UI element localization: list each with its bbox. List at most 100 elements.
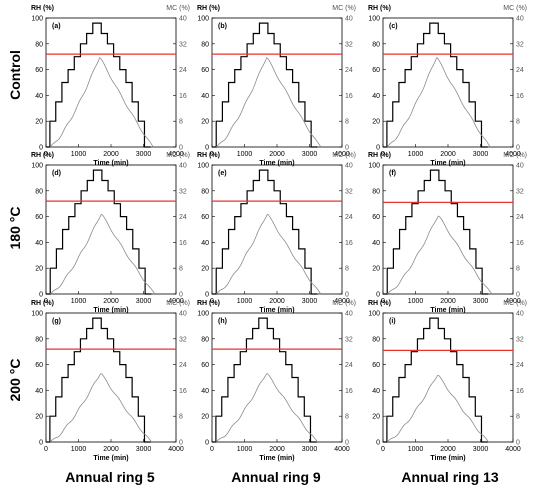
y-tick-label-left: 0 (376, 145, 380, 152)
x-tick-label: 1000 (71, 446, 87, 453)
y-tick-label-right: 16 (516, 240, 524, 247)
x-axis-label: Time (min) (259, 455, 294, 462)
y-tick-label-left: 20 (35, 266, 43, 273)
y-tick-label-left: 80 (201, 41, 209, 48)
y-tick-label-left: 100 (31, 163, 43, 170)
y-tick-label-right: 0 (516, 145, 520, 152)
y-axis-label-left: RH (%) (197, 5, 220, 12)
y-tick-label-right: 40 (179, 16, 187, 23)
y-tick-label-right: 0 (516, 292, 520, 299)
y-tick-label-left: 20 (372, 266, 380, 273)
x-tick-label: 0 (210, 298, 214, 305)
y-tick-label-left: 0 (376, 440, 380, 447)
y-tick-label-left: 80 (372, 336, 380, 343)
x-tick-label: 1000 (237, 298, 253, 305)
y-tick-label-right: 16 (345, 388, 353, 395)
y-tick-label-right: 8 (345, 414, 349, 421)
x-tick-label: 1000 (71, 151, 87, 158)
y-tick-label-left: 60 (35, 362, 43, 369)
y-tick-label-left: 20 (372, 414, 380, 421)
y-axis-label-right: MC (%) (166, 300, 190, 307)
y-tick-label-left: 20 (201, 119, 209, 126)
y-tick-label-left: 60 (201, 362, 209, 369)
panel-label: (f) (389, 170, 396, 177)
x-tick-label: 4000 (168, 298, 184, 305)
y-axis-label-right: MC (%) (332, 5, 356, 12)
mc-series-line (215, 373, 318, 443)
y-tick-label-left: 80 (201, 336, 209, 343)
y-tick-label-left: 40 (201, 93, 209, 100)
rh-series-line (46, 169, 152, 295)
x-tick-label: 3000 (136, 446, 152, 453)
y-tick-label-left: 0 (39, 292, 43, 299)
x-tick-label: 1000 (408, 446, 424, 453)
y-tick-label-left: 60 (372, 362, 380, 369)
y-tick-label-right: 32 (516, 336, 524, 343)
y-tick-label-left: 80 (35, 336, 43, 343)
y-tick-label-right: 16 (179, 388, 187, 395)
column-labels: Annual ring 5 Annual ring 9 Annual ring … (65, 469, 499, 485)
y-axis-label-left: RH (%) (368, 152, 391, 159)
y-axis-label-right: MC (%) (166, 5, 190, 12)
x-tick-label: 3000 (136, 298, 152, 305)
panel-label: (c) (389, 23, 398, 30)
y-axis-label-left: RH (%) (197, 300, 220, 307)
x-axis-label: Time (min) (93, 160, 128, 167)
y-tick-label-right: 24 (179, 67, 187, 74)
y-tick-label-right: 32 (345, 41, 353, 48)
y-tick-label-left: 20 (35, 119, 43, 126)
x-axis-label: Time (min) (93, 307, 128, 314)
y-axis-label-left: RH (%) (31, 5, 54, 12)
y-tick-label-right: 24 (179, 214, 187, 221)
y-tick-label-left: 40 (372, 388, 380, 395)
y-tick-label-left: 40 (372, 240, 380, 247)
x-tick-label: 2000 (440, 298, 456, 305)
y-tick-label-left: 100 (197, 163, 209, 170)
panel-label: (e) (218, 170, 227, 177)
y-tick-label-left: 0 (205, 440, 209, 447)
y-tick-label-right: 32 (179, 41, 187, 48)
y-tick-label-left: 60 (35, 214, 43, 221)
y-tick-label-right: 16 (345, 93, 353, 100)
mc-series-line (215, 213, 322, 295)
rh-series-line (212, 22, 318, 148)
y-tick-label-left: 20 (372, 119, 380, 126)
y-tick-label-right: 16 (179, 93, 187, 100)
x-tick-label: 2000 (103, 298, 119, 305)
x-axis-label: Time (min) (430, 307, 465, 314)
y-tick-label-left: 100 (368, 311, 380, 318)
y-tick-label-right: 16 (516, 388, 524, 395)
x-tick-label: 3000 (473, 446, 489, 453)
y-tick-label-right: 24 (516, 362, 524, 369)
x-tick-label: 2000 (269, 298, 285, 305)
y-tick-label-right: 16 (179, 240, 187, 247)
rh-series-line (212, 169, 318, 295)
column-label: Annual ring 13 (401, 469, 498, 485)
x-tick-label: 1000 (408, 298, 424, 305)
x-axis-label: Time (min) (259, 160, 294, 167)
x-tick-label: 3000 (302, 298, 318, 305)
column-label: Annual ring 9 (231, 469, 321, 485)
x-tick-label: 0 (210, 446, 214, 453)
mc-series-line (386, 374, 489, 443)
y-tick-label-left: 60 (35, 67, 43, 74)
x-tick-label: 3000 (302, 151, 318, 158)
x-axis-label: Time (min) (430, 160, 465, 167)
y-tick-label-right: 32 (345, 336, 353, 343)
row-label: Control (7, 50, 23, 100)
y-tick-label-left: 100 (31, 16, 43, 23)
rh-series-line (383, 169, 489, 295)
y-tick-label-left: 0 (39, 440, 43, 447)
y-axis-label-left: RH (%) (197, 152, 220, 159)
y-tick-label-right: 8 (345, 266, 349, 273)
y-tick-label-left: 40 (35, 388, 43, 395)
y-tick-label-left: 100 (197, 311, 209, 318)
y-tick-label-right: 0 (345, 145, 349, 152)
y-tick-label-left: 80 (35, 41, 43, 48)
x-tick-label: 0 (44, 446, 48, 453)
